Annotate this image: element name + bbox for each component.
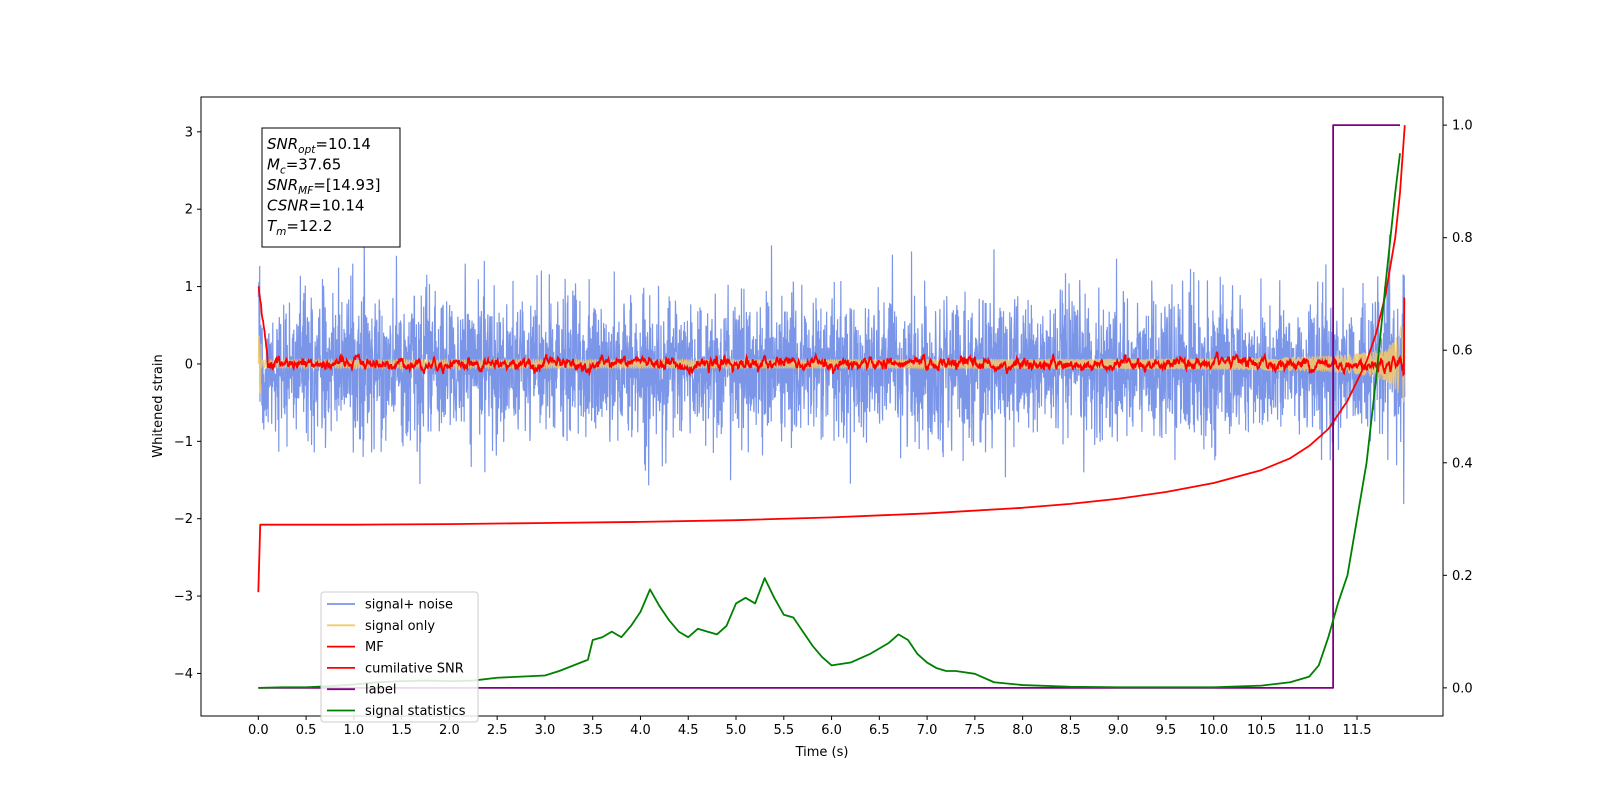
x-tick-label: 6.0 (821, 723, 842, 738)
info-line: Mc=37.65 (267, 156, 341, 177)
legend-label: signal only (365, 619, 435, 634)
y2-axis-ticks: 1.0 0.8 0.6 0.4 0.2 0.0 (1443, 119, 1473, 696)
info-value: =37.65 (286, 156, 342, 174)
x-tick-label: 7.0 (917, 723, 938, 738)
x-tick-label: 3.5 (582, 723, 603, 738)
info-line: CSNR=10.14 (267, 197, 364, 215)
y-tick-label: 3 (185, 125, 193, 140)
x-tick-label: 7.5 (965, 723, 986, 738)
y2-tick-label: 0.4 (1452, 456, 1473, 471)
info-value: =12.2 (286, 217, 332, 235)
legend-entries: signal+ noise signal only MF cumilative SNR… (327, 598, 466, 719)
y2-tick-label: 0.2 (1452, 569, 1473, 584)
legend-label: label (365, 683, 396, 698)
y-tick-label: −4 (174, 667, 193, 682)
x-tick-label: 9.0 (1108, 723, 1129, 738)
x-tick-label: 2.5 (487, 723, 508, 738)
info-variable: M (267, 156, 280, 174)
y-tick-label: −3 (174, 590, 193, 605)
info-value: =[14.93] (313, 176, 380, 194)
x-tick-label: 11.5 (1343, 723, 1372, 738)
x-tick-label: 10.5 (1247, 723, 1276, 738)
y2-tick-label: 0.8 (1452, 231, 1473, 246)
x-tick-label: 0.5 (296, 723, 317, 738)
x-tick-label: 4.0 (630, 723, 651, 738)
plot-frame (200, 96, 1444, 717)
x-tick-label: 4.5 (678, 723, 699, 738)
x-tick-label: 3.0 (535, 723, 556, 738)
legend-label: signal+ noise (365, 598, 453, 613)
x-tick-label: 1.0 (344, 723, 365, 738)
info-line: SNRopt=10.14 (267, 135, 371, 156)
info-subscript: c (280, 165, 286, 177)
x-tick-label: 9.5 (1156, 723, 1177, 738)
info-subscript: opt (298, 144, 316, 156)
info-subscript: m (276, 226, 286, 238)
series-label (258, 124, 1401, 689)
series-signal-statistics (258, 153, 1401, 689)
info-box-frame (261, 127, 401, 248)
y-tick-label: 0 (185, 357, 193, 372)
series-signal-plus-noise (257, 234, 1406, 505)
info-variable: SNR (267, 135, 298, 153)
info-value: =10.14 (315, 135, 371, 153)
y2-tick-label: 1.0 (1452, 119, 1473, 134)
info-box-lines: SNRopt=10.14Mc=37.65SNRMF=[14.93]CSNR=10… (267, 135, 381, 238)
info-line: SNRMF=[14.93] (267, 176, 381, 197)
y-axis-label: Whitened strain (151, 354, 166, 457)
x-axis-ticks: 0.0 0.5 1.0 1.5 2.0 2.5 3.0 3.5 4.0 4.5 5.0 5.5 6.0 6… (248, 716, 1372, 738)
y-tick-label: 1 (185, 280, 193, 295)
x-tick-label: 5.0 (726, 723, 747, 738)
x-tick-label: 8.5 (1060, 723, 1081, 738)
y-tick-label: 2 (185, 203, 193, 218)
series-cumulative-snr (257, 125, 1406, 593)
info-variable: SNR (267, 176, 298, 194)
legend-label: cumilative SNR (365, 661, 464, 676)
y2-tick-label: 0.0 (1452, 681, 1473, 696)
x-tick-label: 8.0 (1012, 723, 1033, 738)
x-tick-label: 10.0 (1199, 723, 1228, 738)
info-variable: T (267, 217, 278, 235)
info-value: =10.14 (309, 197, 365, 215)
info-variable: CSNR (267, 197, 309, 215)
legend-label: signal statistics (365, 704, 466, 719)
x-tick-label: 5.5 (773, 723, 794, 738)
info-box: SNRopt=10.14Mc=37.65SNRMF=[14.93]CSNR=10… (261, 127, 401, 248)
series-layer (257, 124, 1406, 689)
x-tick-label: 11.0 (1295, 723, 1324, 738)
x-tick-label: 6.5 (869, 723, 890, 738)
y-axis-ticks: 3 2 1 0 −1 −2 −3 −4 (174, 125, 201, 682)
x-tick-label: 1.5 (391, 723, 412, 738)
legend-frame (320, 591, 479, 723)
y2-tick-label: 0.6 (1452, 344, 1473, 359)
series-mf (257, 285, 1406, 378)
x-tick-label: 2.0 (439, 723, 460, 738)
x-axis-label: Time (s) (795, 745, 849, 760)
x-tick-label: 0.0 (248, 723, 269, 738)
legend: signal+ noise signal only MF cumilative SNR… (320, 591, 479, 723)
info-line: Tm=12.2 (267, 217, 332, 238)
legend-label: MF (365, 640, 384, 655)
y-tick-label: −2 (174, 512, 193, 527)
y-tick-label: −1 (174, 435, 193, 450)
series-signal-only (257, 321, 1406, 403)
info-subscript: MF (298, 185, 314, 197)
